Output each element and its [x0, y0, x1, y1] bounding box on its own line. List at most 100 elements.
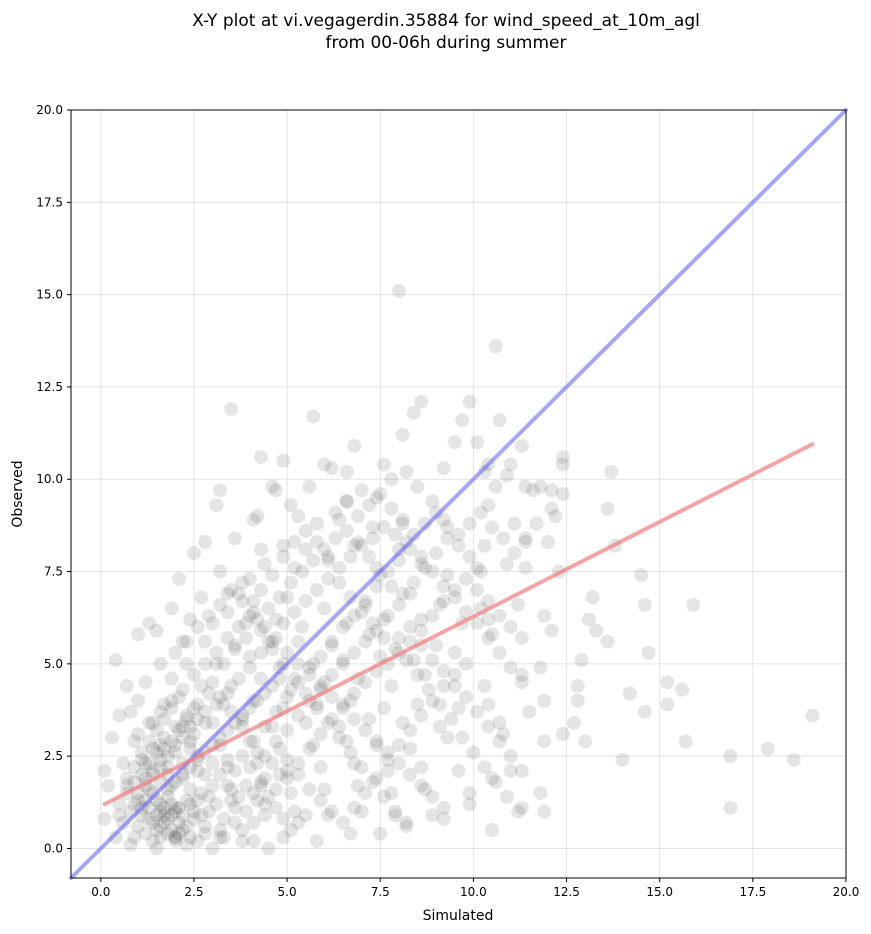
- data-point: [97, 811, 112, 826]
- data-point: [414, 760, 429, 775]
- data-point: [280, 771, 295, 786]
- chart-title-line2: from 00-06h during summer: [326, 33, 567, 53]
- data-point: [179, 819, 194, 834]
- data-point: [347, 608, 362, 623]
- data-point: [112, 797, 127, 812]
- data-point: [362, 498, 377, 513]
- data-point: [429, 546, 444, 561]
- data-point: [347, 800, 362, 815]
- data-point: [175, 823, 190, 837]
- data-point: [470, 560, 485, 575]
- data-point: [209, 697, 224, 712]
- data-point: [481, 631, 496, 645]
- data-point: [235, 834, 250, 849]
- data-point: [399, 653, 414, 668]
- data-point: [384, 679, 399, 693]
- data-point: [414, 778, 429, 793]
- y-tick-label: 2.5: [44, 749, 63, 763]
- data-point: [164, 693, 179, 708]
- data-point: [548, 509, 563, 524]
- data-point: [317, 782, 332, 797]
- data-point: [298, 686, 313, 701]
- data-point: [455, 730, 470, 745]
- data-point: [585, 590, 600, 605]
- data-point: [198, 704, 213, 719]
- data-point: [578, 734, 593, 749]
- data-point: [458, 656, 473, 671]
- data-point: [358, 594, 373, 609]
- data-point: [205, 756, 220, 771]
- data-point: [198, 819, 213, 834]
- data-point: [641, 645, 656, 660]
- data-point: [425, 564, 440, 579]
- data-point: [172, 815, 187, 830]
- data-point: [168, 804, 183, 819]
- data-point: [172, 571, 187, 586]
- data-point: [198, 535, 213, 549]
- data-point: [339, 523, 354, 538]
- data-point: [440, 568, 455, 583]
- data-point: [675, 682, 690, 697]
- data-point: [723, 800, 738, 815]
- data-point: [216, 697, 231, 712]
- y-tick-label: 12.5: [36, 380, 63, 394]
- data-point: [138, 826, 153, 841]
- data-point: [496, 727, 511, 741]
- data-point: [227, 638, 242, 653]
- data-point: [686, 597, 701, 612]
- data-point: [205, 778, 220, 793]
- data-point: [235, 712, 250, 727]
- data-point: [492, 413, 507, 428]
- data-point: [231, 671, 246, 686]
- reference-line: [69, 108, 848, 880]
- data-point: [142, 756, 157, 771]
- data-point: [291, 509, 306, 524]
- data-point: [373, 487, 388, 501]
- data-point: [436, 811, 451, 826]
- data-point: [220, 686, 235, 701]
- data-point: [108, 653, 123, 668]
- data-point: [157, 712, 172, 727]
- data-point: [298, 808, 313, 823]
- data-point: [179, 793, 194, 808]
- data-point: [660, 697, 675, 712]
- data-point: [395, 586, 410, 601]
- data-point: [287, 671, 302, 686]
- data-point: [477, 760, 492, 775]
- y-tick-label: 20.0: [36, 103, 63, 117]
- data-point: [194, 590, 209, 605]
- data-point: [276, 453, 291, 468]
- data-point: [350, 778, 365, 793]
- data-point: [451, 763, 466, 778]
- data-point: [313, 679, 328, 693]
- data-point: [399, 535, 414, 549]
- data-point: [447, 435, 462, 450]
- data-point: [131, 627, 146, 642]
- data-point: [231, 586, 246, 601]
- data-point: [220, 605, 235, 620]
- data-point: [451, 701, 466, 716]
- data-point: [302, 741, 317, 756]
- data-point: [481, 498, 496, 513]
- data-point: [354, 605, 369, 620]
- data-point: [168, 719, 183, 734]
- data-point: [481, 594, 496, 609]
- data-point: [261, 789, 276, 804]
- data-point: [600, 634, 615, 649]
- data-point: [220, 752, 235, 767]
- data-point: [138, 793, 153, 808]
- data-point: [335, 653, 350, 668]
- data-point: [276, 538, 291, 553]
- data-point: [309, 834, 324, 849]
- data-point: [227, 763, 242, 778]
- data-point: [436, 512, 451, 527]
- data-point: [254, 542, 269, 557]
- data-point: [343, 826, 358, 841]
- data-point: [257, 619, 272, 634]
- data-point: [425, 494, 440, 509]
- data-point: [242, 649, 257, 664]
- data-point: [354, 804, 369, 819]
- data-point: [183, 830, 198, 845]
- data-point: [335, 697, 350, 712]
